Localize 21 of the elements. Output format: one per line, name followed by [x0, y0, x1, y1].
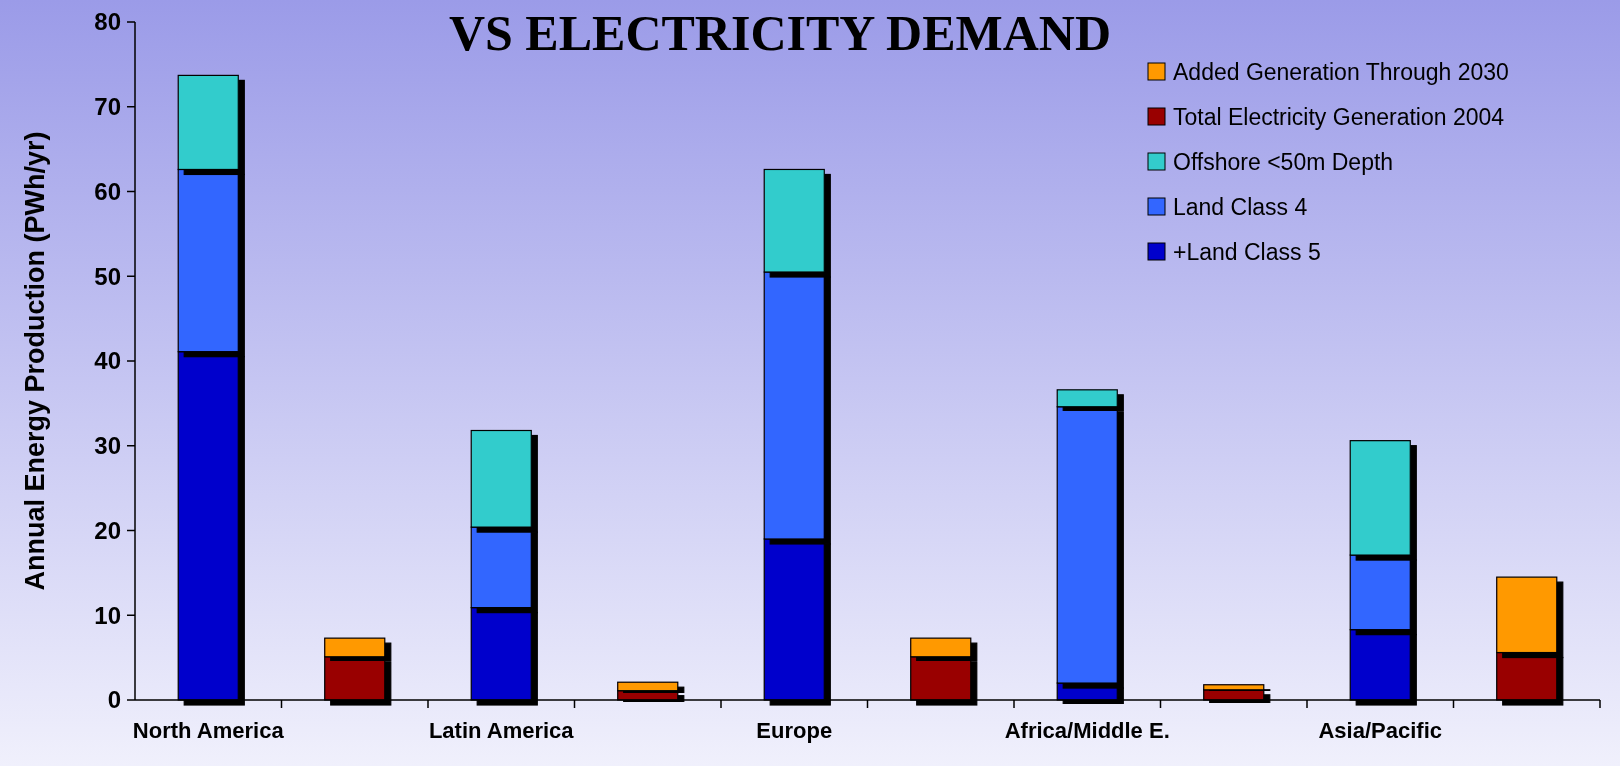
y-axis-title: Annual Energy Production (PWh/yr)	[20, 131, 50, 591]
y-tick-label: 10	[94, 601, 121, 629]
legend-label: Land Class 4	[1173, 194, 1308, 221]
x-tick-label: Latin America	[428, 718, 575, 743]
chart-title: VS ELECTRICITY DEMAND	[448, 5, 1112, 61]
legend-label: Total Electricity Generation 2004	[1173, 104, 1505, 131]
y-tick-label: 0	[107, 686, 121, 714]
x-tick-label: Europe	[756, 718, 833, 743]
y-tick-label: 80	[94, 8, 121, 36]
y-tick-label: 40	[94, 347, 121, 375]
legend-label: Added Generation Through 2030	[1173, 59, 1509, 86]
y-tick-label: 70	[94, 93, 121, 121]
y-tick-label: 60	[94, 177, 121, 205]
legend-label: +Land Class 5	[1173, 239, 1321, 266]
y-tick-label: 50	[94, 262, 121, 290]
x-tick-label: North America	[132, 718, 285, 743]
y-tick-label: 30	[94, 432, 121, 460]
legend-label: Offshore <50m Depth	[1173, 149, 1394, 176]
y-tick-label: 20	[94, 516, 121, 544]
x-tick-label: Africa/Middle E.	[1004, 718, 1170, 743]
x-tick-label: Asia/Pacific	[1318, 718, 1443, 743]
